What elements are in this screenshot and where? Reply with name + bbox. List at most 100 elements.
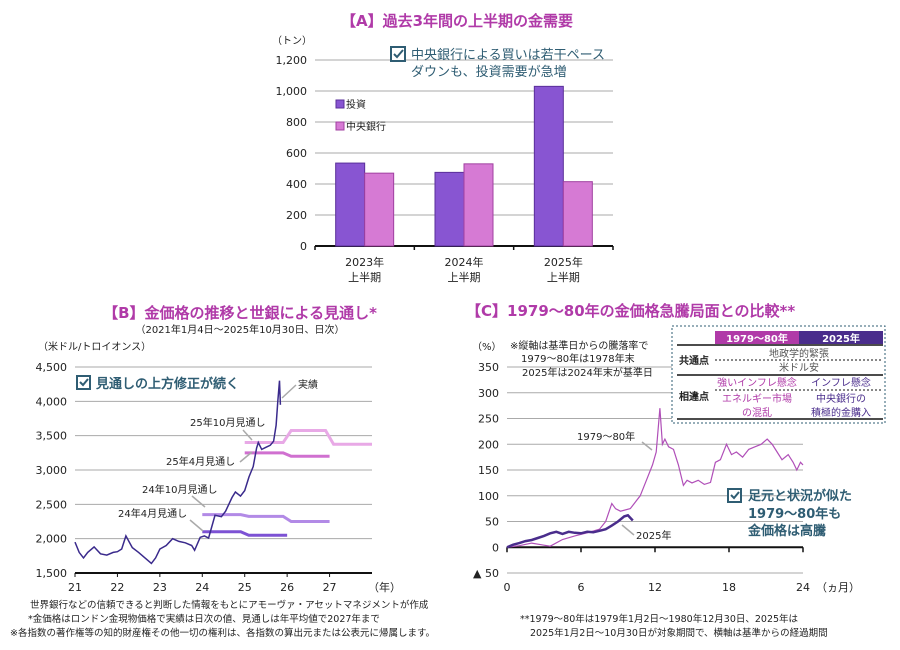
- x-tick-label: 2023年: [345, 255, 384, 269]
- x-tick-label: 6: [578, 581, 585, 594]
- x-tick-label: 24: [796, 581, 810, 594]
- y-tick-label: 800: [286, 116, 307, 129]
- axis-note-1: ※縦軸は基準日からの騰落率で: [510, 339, 648, 352]
- chart-b-xlabel: （年）: [368, 580, 401, 594]
- chart-c-callout-1: 足元と状況が似た: [748, 488, 852, 504]
- chart-a-callout-1: 中央銀行による買いは若干ペース: [411, 47, 605, 63]
- label-1979-80: 1979～80年: [577, 430, 635, 443]
- check-mark-icon: [393, 49, 404, 59]
- x-tick-label: 2025年: [544, 255, 583, 269]
- y-tick-label: 2,000: [36, 533, 68, 546]
- series-2025: [506, 513, 634, 549]
- y-tick-label: 3,000: [36, 464, 68, 477]
- y-tick-label: 400: [286, 178, 307, 191]
- label-25-apr-forecast: 25年4月見通し: [166, 455, 235, 468]
- diff-2025-3: 積極的金購入: [811, 406, 871, 419]
- chart-a: 【A】過去3年間の上半期の金需要 （トン） 0 200 400 600 800 1,000…: [272, 12, 614, 284]
- table-header-2025: 2025年: [822, 332, 860, 345]
- diff-1979-2: エネルギー市場: [722, 392, 792, 405]
- common-2: 米ドル安: [779, 361, 819, 374]
- label-24-apr-forecast: 24年4月見通し: [118, 507, 187, 520]
- row-label-difference: 相違点: [679, 390, 709, 403]
- comparison-table: 1979～80年 2025年 共通点 地政学的緊張 米ドル安 相違点 強いインフ…: [671, 325, 886, 424]
- x-tick-label: 22: [110, 581, 124, 594]
- x-tick-label: 21: [68, 581, 82, 594]
- legend-swatch-investment: [335, 99, 345, 109]
- annotation-arrows: [189, 384, 297, 532]
- label-25-oct-forecast: 25年10月見通し: [190, 416, 265, 429]
- check-mark-icon: [730, 491, 740, 500]
- y-tick-label: 0: [492, 541, 499, 554]
- chart-b-subtitle: （2021年1月4日～2025年10月30日、日次）: [135, 323, 344, 336]
- series-forecast: [244, 429, 372, 446]
- common-1: 地政学的緊張: [769, 347, 829, 360]
- footnote-right-2: 2025年1月2日～10月30日が対象期間で、横軸は基準からの経過期間: [530, 627, 828, 639]
- footnote-right-1: **1979～80年は1979年1月2日～1980年12月30日、2025年は: [520, 613, 799, 625]
- annotation-arrows: [621, 441, 653, 536]
- y-tick-label: ▲ 50: [473, 567, 499, 580]
- y-tick-label: 250: [478, 413, 499, 426]
- series-forecast: [244, 451, 330, 458]
- chart-b-plot: 1,500 2,000 2,500 3,000 3,500 4,000 4,500 21 22 2…: [36, 361, 372, 594]
- x-tick-label: 上半期: [348, 270, 381, 284]
- y-tick-label: 200: [286, 209, 307, 222]
- check-icon: [76, 375, 91, 390]
- legend-swatch-central-bank: [335, 121, 345, 131]
- chart-c-xlabel: （ヵ月）: [816, 581, 860, 594]
- bar-investment: [434, 171, 465, 247]
- label-actual: 実績: [298, 378, 318, 391]
- row-label-common: 共通点: [679, 354, 709, 367]
- x-tick-label: 上半期: [547, 270, 580, 284]
- y-tick-label: 4,000: [36, 395, 68, 408]
- diff-2025-2: 中央銀行の: [816, 392, 866, 405]
- y-tick-label: 300: [478, 387, 499, 400]
- bar-central-bank: [364, 172, 395, 247]
- bar-investment: [533, 85, 564, 247]
- x-tick-label: 2024年: [445, 255, 484, 269]
- y-tick-label: 0: [300, 240, 307, 253]
- y-tick-label: 1,000: [276, 85, 308, 98]
- legend-investment: 投資: [346, 98, 366, 111]
- chart-c-plot: ▲ 50 0 50 100 150 200 250 300 350 0 6 12 18 24: [473, 361, 810, 594]
- diff-1979-3: の混乱: [742, 407, 772, 419]
- chart-c-callout-2: 1979～80年も: [748, 506, 841, 522]
- table-header-1979: 1979～80年: [726, 332, 788, 345]
- y-tick-label: 3,500: [36, 430, 68, 443]
- x-tick-label: 24: [195, 581, 209, 594]
- footnotes: 世界銀行などの信頼できると判断した情報をもとにアモーヴァ・アセットマネジメントが…: [10, 599, 828, 639]
- y-tick-label: 50: [485, 516, 499, 529]
- x-tick-label: 27: [323, 581, 337, 594]
- footnote-left-2: *金価格はロンドン金現物価格で実績は日次の値、見通しは年平均値で2027年まで: [28, 613, 380, 625]
- axis-note-2: 1979～80年は1978年末: [521, 352, 635, 365]
- chart-b-ylabel: （米ドル/トロイオンス）: [38, 340, 151, 353]
- chart-c-ylabel: （%）: [472, 341, 502, 353]
- series-actual-price: [74, 380, 282, 565]
- footnote-left-3: ※各指数の著作権等の知的財産権その他一切の権利は、各指数の算出元または公表元に帰…: [10, 627, 435, 639]
- bar-central-bank: [562, 181, 593, 247]
- x-tick-label: 0: [504, 581, 511, 594]
- chart-c: 【C】1979～80年の金価格急騰局面との比較** （%） （ヵ月） ▲ 50 0…: [466, 302, 886, 594]
- check-mark-icon: [79, 378, 89, 387]
- chart-b-title: 【B】金価格の推移と世銀による見通し*: [103, 304, 377, 322]
- label-24-oct-forecast: 24年10月見通し: [142, 483, 217, 496]
- x-tick-label: 26: [280, 581, 294, 594]
- bar-central-bank: [463, 163, 494, 247]
- y-tick-label: 4,500: [36, 361, 68, 374]
- y-tick-label: 2,500: [36, 498, 68, 511]
- check-icon: [390, 46, 406, 62]
- series-1979-80: [506, 408, 804, 548]
- check-icon: [727, 488, 742, 503]
- x-tick-label: 18: [722, 581, 736, 594]
- y-tick-label: 100: [478, 490, 499, 503]
- axis-note-3: 2025年は2024年末が基準日: [522, 366, 653, 379]
- label-2025: 2025年: [636, 529, 671, 542]
- y-tick-label: 200: [478, 438, 499, 451]
- y-tick-label: 1,200: [276, 54, 308, 67]
- chart-a-callout-2: ダウンも、投資需要が急増: [411, 64, 567, 80]
- chart-c-callout-3: 金価格は高騰: [747, 523, 826, 539]
- diff-1979-1: 強いインフレ懸念: [717, 376, 797, 389]
- y-tick-label: 350: [478, 361, 499, 374]
- y-tick-label: 600: [286, 147, 307, 160]
- legend-central-bank: 中央銀行: [346, 120, 386, 133]
